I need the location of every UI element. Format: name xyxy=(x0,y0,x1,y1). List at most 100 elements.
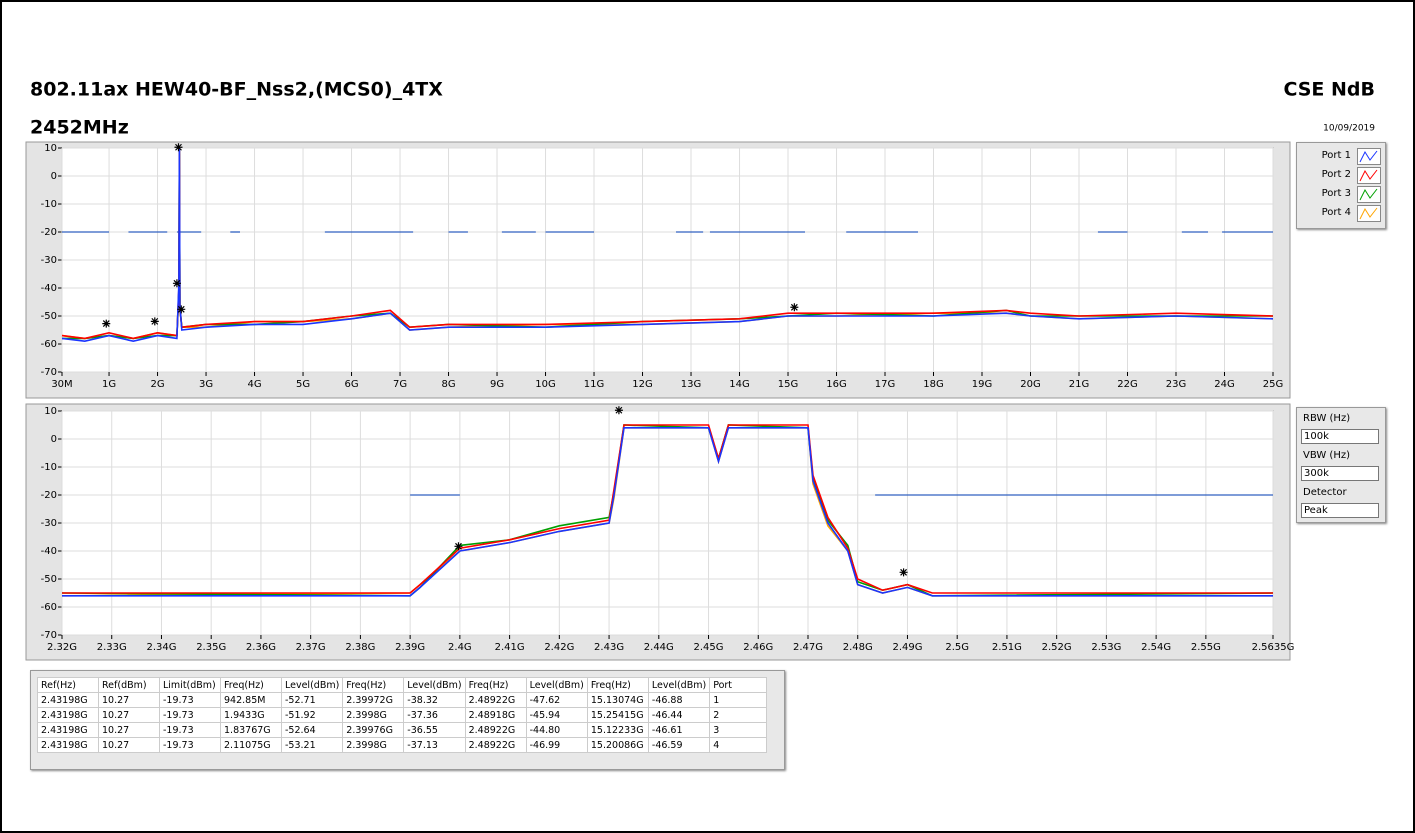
table-cell: Limit(dBm) xyxy=(159,677,221,693)
detector-value: Peak xyxy=(1301,503,1379,518)
x-tick-label: 30M xyxy=(51,379,72,390)
x-tick-label: 17G xyxy=(875,379,895,390)
table-cell: 2.43198G xyxy=(37,737,99,753)
table-cell: -37.36 xyxy=(403,707,466,723)
x-tick-label: 21G xyxy=(1069,379,1089,390)
table-cell: 2.3998G xyxy=(342,737,405,753)
y-tick-label: -50 xyxy=(41,574,57,585)
table-panel: Ref(Hz) Ref(dBm) Limit(dBm) Freq(Hz) Level(d… xyxy=(30,670,785,770)
x-tick-label: 18G xyxy=(923,379,943,390)
table-cell: -46.44 xyxy=(647,707,711,723)
table-cell: -51.92 xyxy=(280,707,344,723)
detector-label: Detector xyxy=(1303,487,1347,498)
y-tick-label: -60 xyxy=(41,602,57,613)
legend-entry: Port 1 xyxy=(1297,148,1385,165)
marker xyxy=(172,279,181,288)
x-tick-label: 1G xyxy=(102,379,116,390)
legend-entry: Port 2 xyxy=(1297,167,1385,184)
table-cell: Freq(Hz) xyxy=(586,677,649,693)
trace xyxy=(61,150,1274,340)
lab: CSE NdB xyxy=(1283,79,1375,101)
date: 10/09/2019 xyxy=(1323,124,1375,134)
legend-entry: Port 3 xyxy=(1297,186,1385,203)
title: 802.11ax HEW40-BF_Nss2,(MCS0)_4TX xyxy=(30,79,443,101)
x-tick-label: 2.37G xyxy=(296,642,326,653)
table-row: 2.43198G 10.27 -19.73 2.11075G -53.21 2.3998G… xyxy=(37,737,768,753)
table-header: Ref(Hz) Ref(dBm) Limit(dBm) Freq(Hz) Level(d… xyxy=(37,677,768,693)
table-cell: 2 xyxy=(709,707,768,723)
table-cell: Ref(dBm) xyxy=(98,677,160,693)
table-cell: Freq(Hz) xyxy=(464,677,527,693)
x-tick-label: 2.39G xyxy=(395,642,425,653)
x-tick-label: 2.43G xyxy=(594,642,624,653)
table-cell: -37.13 xyxy=(403,737,466,753)
table-cell: 10.27 xyxy=(98,692,160,708)
table-cell: 2.48918G xyxy=(464,707,527,723)
y-tick-label: 10 xyxy=(44,143,57,154)
y-tick-label: -30 xyxy=(41,255,57,266)
y-tick-label: 0 xyxy=(51,434,57,445)
table-cell: -44.80 xyxy=(525,722,588,738)
table-cell: 1.83767G xyxy=(220,722,282,738)
table-cell: 15.12233G xyxy=(586,722,649,738)
x-tick-label: 2.41G xyxy=(495,642,525,653)
table-cell: Freq(Hz) xyxy=(342,677,405,693)
table-cell: -19.73 xyxy=(159,707,221,723)
table-cell: -19.73 xyxy=(159,722,221,738)
x-tick-label: 14G xyxy=(729,379,749,390)
x-tick-label: 2.51G xyxy=(992,642,1022,653)
x-tick-label: 2.5G xyxy=(945,642,969,653)
x-tick-label: 12G xyxy=(632,379,652,390)
table-cell: -53.21 xyxy=(280,737,344,753)
marker xyxy=(899,568,908,577)
x-tick-label: 2.32G xyxy=(47,642,77,653)
x-tick-label: 6G xyxy=(344,379,358,390)
marker xyxy=(790,303,799,312)
y-tick-label: -70 xyxy=(41,367,57,378)
table-cell: 2.43198G xyxy=(37,707,99,723)
marker xyxy=(454,542,463,551)
y-tick-label: -20 xyxy=(41,227,57,238)
table-cell: -47.62 xyxy=(525,692,588,708)
table-row: 2.43198G 10.27 -19.73 1.83767G -52.64 2.39976… xyxy=(37,722,768,738)
y-tick-label: -50 xyxy=(41,311,57,322)
y-tick-label: -40 xyxy=(41,546,57,557)
x-tick-label: 2G xyxy=(150,379,164,390)
legend-swatch xyxy=(1359,169,1378,182)
marker xyxy=(614,406,623,415)
table-cell: Level(dBm) xyxy=(280,677,344,693)
table-row: 2.43198G 10.27 -19.73 942.85M -52.71 2.39972G… xyxy=(37,692,768,708)
table-cell: -46.99 xyxy=(525,737,588,753)
table-cell: 15.13074G xyxy=(586,692,649,708)
table-cell: Port xyxy=(709,677,768,693)
legend-label: Port 2 xyxy=(1321,169,1351,180)
table-cell: 2.48922G xyxy=(464,722,527,738)
x-tick-label: 23G xyxy=(1166,379,1186,390)
y-tick-label: 10 xyxy=(44,406,57,417)
trace xyxy=(62,427,1273,597)
x-tick-label: 2.45G xyxy=(694,642,724,653)
rbw-value: 100k xyxy=(1301,429,1379,444)
x-tick-label: 2.42G xyxy=(544,642,574,653)
x-tick-label: 2.36G xyxy=(246,642,276,653)
table-cell: -45.94 xyxy=(525,707,588,723)
table-cell: -52.64 xyxy=(280,722,344,738)
x-tick-label: 7G xyxy=(393,379,407,390)
x-tick-label: 2.49G xyxy=(892,642,922,653)
table-cell: -19.73 xyxy=(159,692,221,708)
table-cell: 2.39976G xyxy=(342,722,405,738)
x-tick-label: 2.47G xyxy=(793,642,823,653)
x-tick-label: 19G xyxy=(972,379,992,390)
y-tick-label: -40 xyxy=(41,283,57,294)
y-tick-label: -60 xyxy=(41,339,57,350)
table-cell: -52.71 xyxy=(280,692,344,708)
x-tick-label: 10G xyxy=(535,379,555,390)
table-cell: 15.25415G xyxy=(586,707,649,723)
legend-entry: Port 4 xyxy=(1297,205,1385,222)
legend-icon xyxy=(1357,148,1381,165)
x-tick-label: 2.5635G xyxy=(1252,642,1295,653)
table-row: 2.43198G 10.27 -19.73 1.9433G -51.92 2.3998G -… xyxy=(37,707,768,723)
x-tick-label: 2.55G xyxy=(1191,642,1221,653)
table-cell: Level(dBm) xyxy=(403,677,466,693)
